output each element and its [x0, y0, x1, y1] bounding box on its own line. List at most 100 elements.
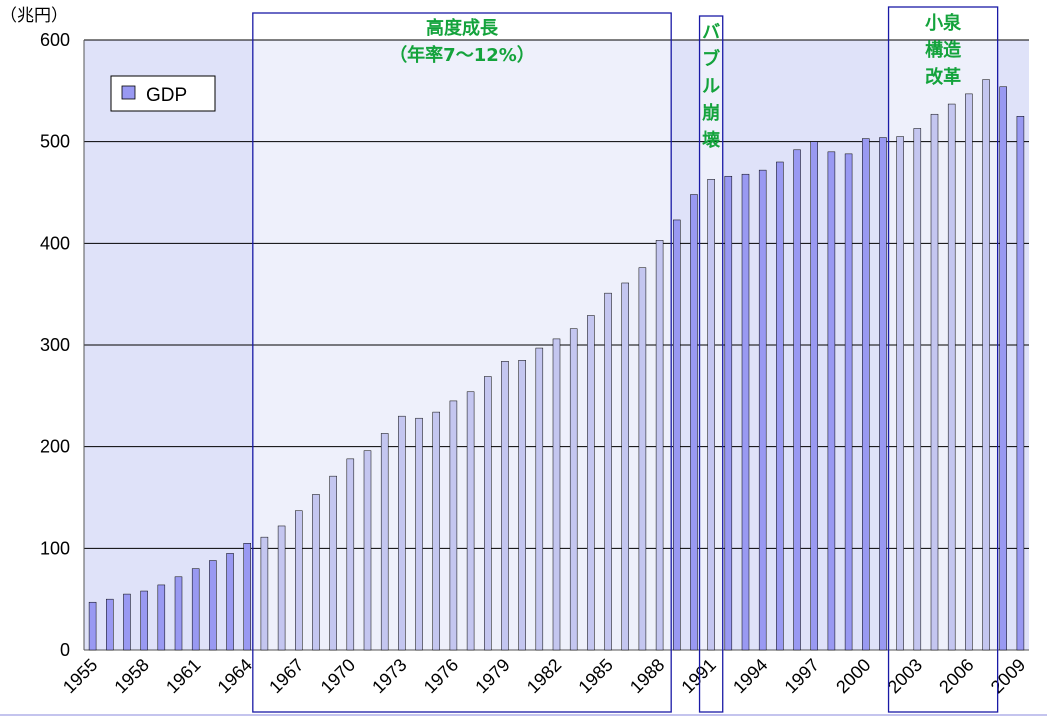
legend-swatch: [121, 85, 136, 100]
legend-box: [110, 75, 216, 112]
bar-1989: [673, 219, 681, 651]
bar-1974: [415, 417, 423, 651]
x-tick-label: 1973: [368, 655, 410, 697]
x-tick-label: 1985: [574, 655, 616, 697]
bar-1980: [518, 360, 526, 651]
period-bubble-collapse-label: バ: [702, 22, 720, 43]
period-high-growth-label: （年率7～12%）: [389, 44, 535, 66]
y-tick-label: 300: [40, 335, 70, 355]
bar-2006: [965, 93, 973, 651]
bar-1970: [346, 458, 355, 651]
bar-1961: [191, 568, 200, 651]
bar-1993: [741, 173, 750, 651]
bar-2008: [999, 86, 1007, 651]
bar-1958: [140, 590, 148, 651]
bar-1983: [569, 328, 578, 651]
bar-1981: [535, 347, 544, 651]
bar-1956: [106, 598, 114, 651]
bar-1999: [844, 153, 853, 651]
bar-2005: [947, 103, 956, 651]
period-high-growth-label: 高度成長: [426, 17, 499, 39]
period-koizumi-reform-label: 改革: [925, 66, 961, 88]
bar-1995: [776, 161, 784, 651]
bar-1955: [88, 601, 97, 651]
y-tick-label: 200: [40, 437, 70, 457]
bar-1991: [707, 179, 715, 651]
legend-label: GDP: [146, 85, 187, 106]
x-tick-label: 1970: [317, 655, 359, 697]
bar-2002: [896, 136, 904, 651]
period-koizumi-reform-label: 構造: [925, 39, 961, 61]
bar-1966: [277, 525, 286, 651]
x-tick-label: 1964: [214, 655, 256, 697]
x-tick-label: 1976: [420, 655, 462, 697]
bar-1987: [638, 267, 647, 651]
period-bubble-collapse-box: [698, 15, 724, 713]
period-bubble-collapse-label: 崩: [702, 102, 720, 124]
period-bubble-collapse-label: ル: [702, 76, 720, 97]
bar-1994: [758, 169, 767, 651]
bar-1968: [312, 494, 320, 651]
bar-1973: [398, 415, 406, 651]
period-bubble-collapse-label: ブ: [702, 48, 720, 70]
x-tick-label: 2003: [884, 655, 926, 697]
bar-2003: [913, 128, 922, 651]
bar-1964: [243, 543, 251, 651]
bar-1975: [432, 411, 440, 651]
bar-1997: [810, 141, 818, 651]
bar-1984: [587, 315, 595, 651]
x-tick-label: 1991: [678, 655, 720, 697]
y-unit-label: （兆円）: [0, 6, 68, 26]
x-tick-label: 1988: [626, 655, 668, 697]
x-tick-label: 1967: [265, 655, 307, 697]
y-tick-label: 0: [60, 640, 70, 660]
bar-1959: [157, 584, 166, 651]
x-tick-label: 1961: [162, 655, 204, 697]
bar-1996: [793, 149, 801, 651]
period-koizumi-reform-label: 小泉: [925, 12, 962, 34]
y-tick-label: 100: [40, 538, 70, 558]
period-high-growth-box: [252, 12, 672, 713]
bar-1979: [501, 361, 509, 651]
bar-1978: [484, 376, 492, 651]
bar-1963: [226, 553, 234, 651]
bar-1982: [552, 338, 561, 651]
bar-2007: [982, 79, 990, 651]
bar-1992: [724, 175, 733, 651]
bar-1965: [260, 536, 269, 651]
x-tick-label: 1982: [523, 655, 565, 697]
bar-2004: [930, 113, 939, 651]
bar-1962: [209, 560, 217, 651]
y-tick-label: 500: [40, 132, 70, 152]
y-tick-label: 400: [40, 233, 70, 253]
x-tick-label: 2000: [832, 655, 874, 697]
bar-1969: [329, 475, 337, 651]
bar-1985: [604, 292, 612, 651]
bar-2009: [1016, 116, 1025, 651]
bar-1967: [295, 510, 303, 651]
bar-1977: [466, 391, 475, 651]
x-tick-label: 1979: [471, 655, 513, 697]
bar-2001: [879, 137, 887, 651]
bar-1998: [827, 151, 836, 651]
bar-1957: [123, 593, 131, 651]
bar-1990: [690, 194, 698, 651]
x-tick-label: 2009: [987, 655, 1029, 697]
x-tick-label: 1994: [729, 655, 771, 697]
x-tick-label: 1955: [59, 655, 101, 697]
bar-1976: [449, 400, 458, 651]
bar-2000: [862, 138, 870, 651]
period-bubble-collapse-label: 壊: [702, 130, 720, 151]
x-tick-label: 1997: [781, 655, 823, 697]
bar-1972: [380, 433, 389, 651]
bar-1988: [655, 240, 664, 651]
x-tick-label: 1958: [111, 655, 153, 697]
bar-1960: [174, 576, 183, 651]
period-koizumi-reform-box: [887, 6, 999, 713]
bar-1986: [621, 282, 629, 651]
x-tick-label: 2006: [935, 655, 977, 697]
y-tick-label: 600: [40, 30, 70, 50]
bar-1971: [363, 450, 372, 651]
